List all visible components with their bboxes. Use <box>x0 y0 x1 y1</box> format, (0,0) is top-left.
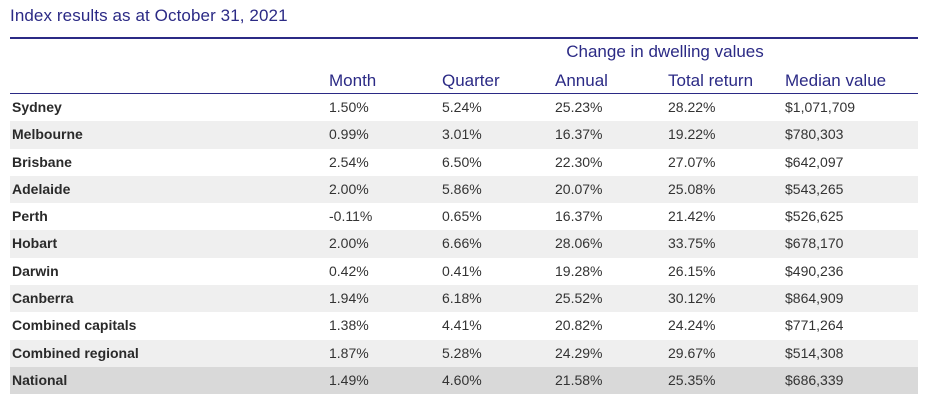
cell-quarter: 3.01% <box>442 126 482 143</box>
table-row: Melbourne 0.99% 3.01% 16.37% 19.22% $780… <box>10 121 918 149</box>
cell-quarter: 6.18% <box>442 290 482 307</box>
column-header-quarter: Quarter <box>442 71 500 90</box>
table-row: Darwin 0.42% 0.41% 19.28% 26.15% $490,23… <box>10 258 918 285</box>
row-name: Sydney <box>12 99 62 115</box>
cell-month: 2.00% <box>329 235 369 252</box>
cell-median-value: $780,303 <box>785 126 844 143</box>
row-name: Brisbane <box>12 153 72 170</box>
row-name: Canberra <box>12 290 74 307</box>
cell-annual: 22.30% <box>555 153 603 170</box>
cell-quarter: 0.65% <box>442 208 482 225</box>
cell-annual: 25.52% <box>555 290 603 307</box>
cell-quarter: 4.60% <box>442 371 482 388</box>
cell-total-return: 33.75% <box>668 235 716 252</box>
column-header-total-return: Total return <box>668 71 754 90</box>
header-divider <box>10 93 918 94</box>
cell-median-value: $642,097 <box>785 153 844 170</box>
row-name: Melbourne <box>12 126 83 143</box>
cell-total-return: 30.12% <box>668 290 716 307</box>
table-row: Combined capitals 1.38% 4.41% 20.82% 24.… <box>10 312 918 339</box>
table-row: Brisbane 2.54% 6.50% 22.30% 27.07% $642,… <box>10 149 918 176</box>
cell-quarter: 5.24% <box>442 99 482 115</box>
cell-total-return: 28.22% <box>668 99 716 115</box>
cell-annual: 16.37% <box>555 126 603 143</box>
row-name: Adelaide <box>12 180 71 197</box>
cell-median-value: $678,170 <box>785 235 844 252</box>
cell-quarter: 5.86% <box>442 180 482 197</box>
cell-month: 1.50% <box>329 99 369 115</box>
cell-median-value: $771,264 <box>785 317 844 334</box>
cell-median-value: $514,308 <box>785 344 844 361</box>
cell-median-value: $526,625 <box>785 208 844 225</box>
cell-total-return: 29.67% <box>668 344 716 361</box>
row-name: Darwin <box>12 262 59 279</box>
table-row: Combined regional 1.87% 5.28% 24.29% 29.… <box>10 339 918 367</box>
row-name: National <box>12 371 68 388</box>
column-header-median-value: Median value <box>785 71 887 90</box>
cell-month: 0.42% <box>329 262 369 279</box>
cell-quarter: 6.66% <box>442 235 482 252</box>
cell-median-value: $864,909 <box>785 290 844 307</box>
table-row: Hobart 2.00% 6.66% 28.06% 33.75% $678,17… <box>10 230 918 258</box>
cell-annual: 16.37% <box>555 208 603 225</box>
cell-month: 0.99% <box>329 126 369 143</box>
cell-median-value: $686,339 <box>785 371 844 388</box>
cell-month: 2.00% <box>329 180 369 197</box>
cell-quarter: 4.41% <box>442 317 482 334</box>
title-divider <box>10 37 918 39</box>
cell-month: 1.38% <box>329 317 369 334</box>
cell-annual: 20.82% <box>555 317 603 334</box>
cell-quarter: 5.28% <box>442 344 482 361</box>
column-header-month: Month <box>329 71 377 90</box>
row-name: Perth <box>12 208 48 225</box>
cell-median-value: $543,265 <box>785 180 844 197</box>
group-header: Change in dwelling values <box>566 42 764 61</box>
cell-annual: 21.58% <box>555 371 603 388</box>
table-row: Canberra 1.94% 6.18% 25.52% 30.12% $864,… <box>10 285 918 313</box>
row-name: Combined capitals <box>12 317 137 334</box>
cell-median-value: $490,236 <box>785 262 844 279</box>
table-row: Perth -0.11% 0.65% 16.37% 21.42% $526,62… <box>10 203 918 230</box>
cell-quarter: 0.41% <box>442 262 482 279</box>
cell-annual: 28.06% <box>555 235 603 252</box>
cell-total-return: 19.22% <box>668 126 716 143</box>
column-header-annual: Annual <box>555 71 608 90</box>
table-row: Sydney 1.50% 5.24% 25.23% 28.22% $1,071,… <box>10 94 918 121</box>
cell-annual: 25.23% <box>555 99 603 115</box>
table-row-national: National 1.49% 4.60% 21.58% 25.35% $686,… <box>10 366 918 395</box>
cell-annual: 19.28% <box>555 262 603 279</box>
cell-total-return: 25.35% <box>668 371 716 388</box>
cell-month: 1.87% <box>329 344 369 361</box>
cell-annual: 24.29% <box>555 344 603 361</box>
cell-month: 1.49% <box>329 371 369 388</box>
cell-total-return: 24.24% <box>668 317 716 334</box>
cell-month: 1.94% <box>329 290 369 307</box>
cell-month: -0.11% <box>329 208 373 225</box>
row-name: Hobart <box>12 235 58 252</box>
cell-total-return: 27.07% <box>668 153 716 170</box>
cell-annual: 20.07% <box>555 180 603 197</box>
cell-median-value: $1,071,709 <box>785 99 856 115</box>
cell-month: 2.54% <box>329 153 369 170</box>
page-title: Index results as at October 31, 2021 <box>10 6 288 25</box>
row-name: Combined regional <box>12 344 139 361</box>
table-row: Adelaide 2.00% 5.86% 20.07% 25.08% $543,… <box>10 175 918 204</box>
cell-total-return: 25.08% <box>668 180 716 197</box>
cell-total-return: 26.15% <box>668 262 716 279</box>
cell-total-return: 21.42% <box>668 208 716 225</box>
results-table: Sydney 1.50% 5.24% 25.23% 28.22% $1,071,… <box>10 94 918 395</box>
cell-quarter: 6.50% <box>442 153 482 170</box>
